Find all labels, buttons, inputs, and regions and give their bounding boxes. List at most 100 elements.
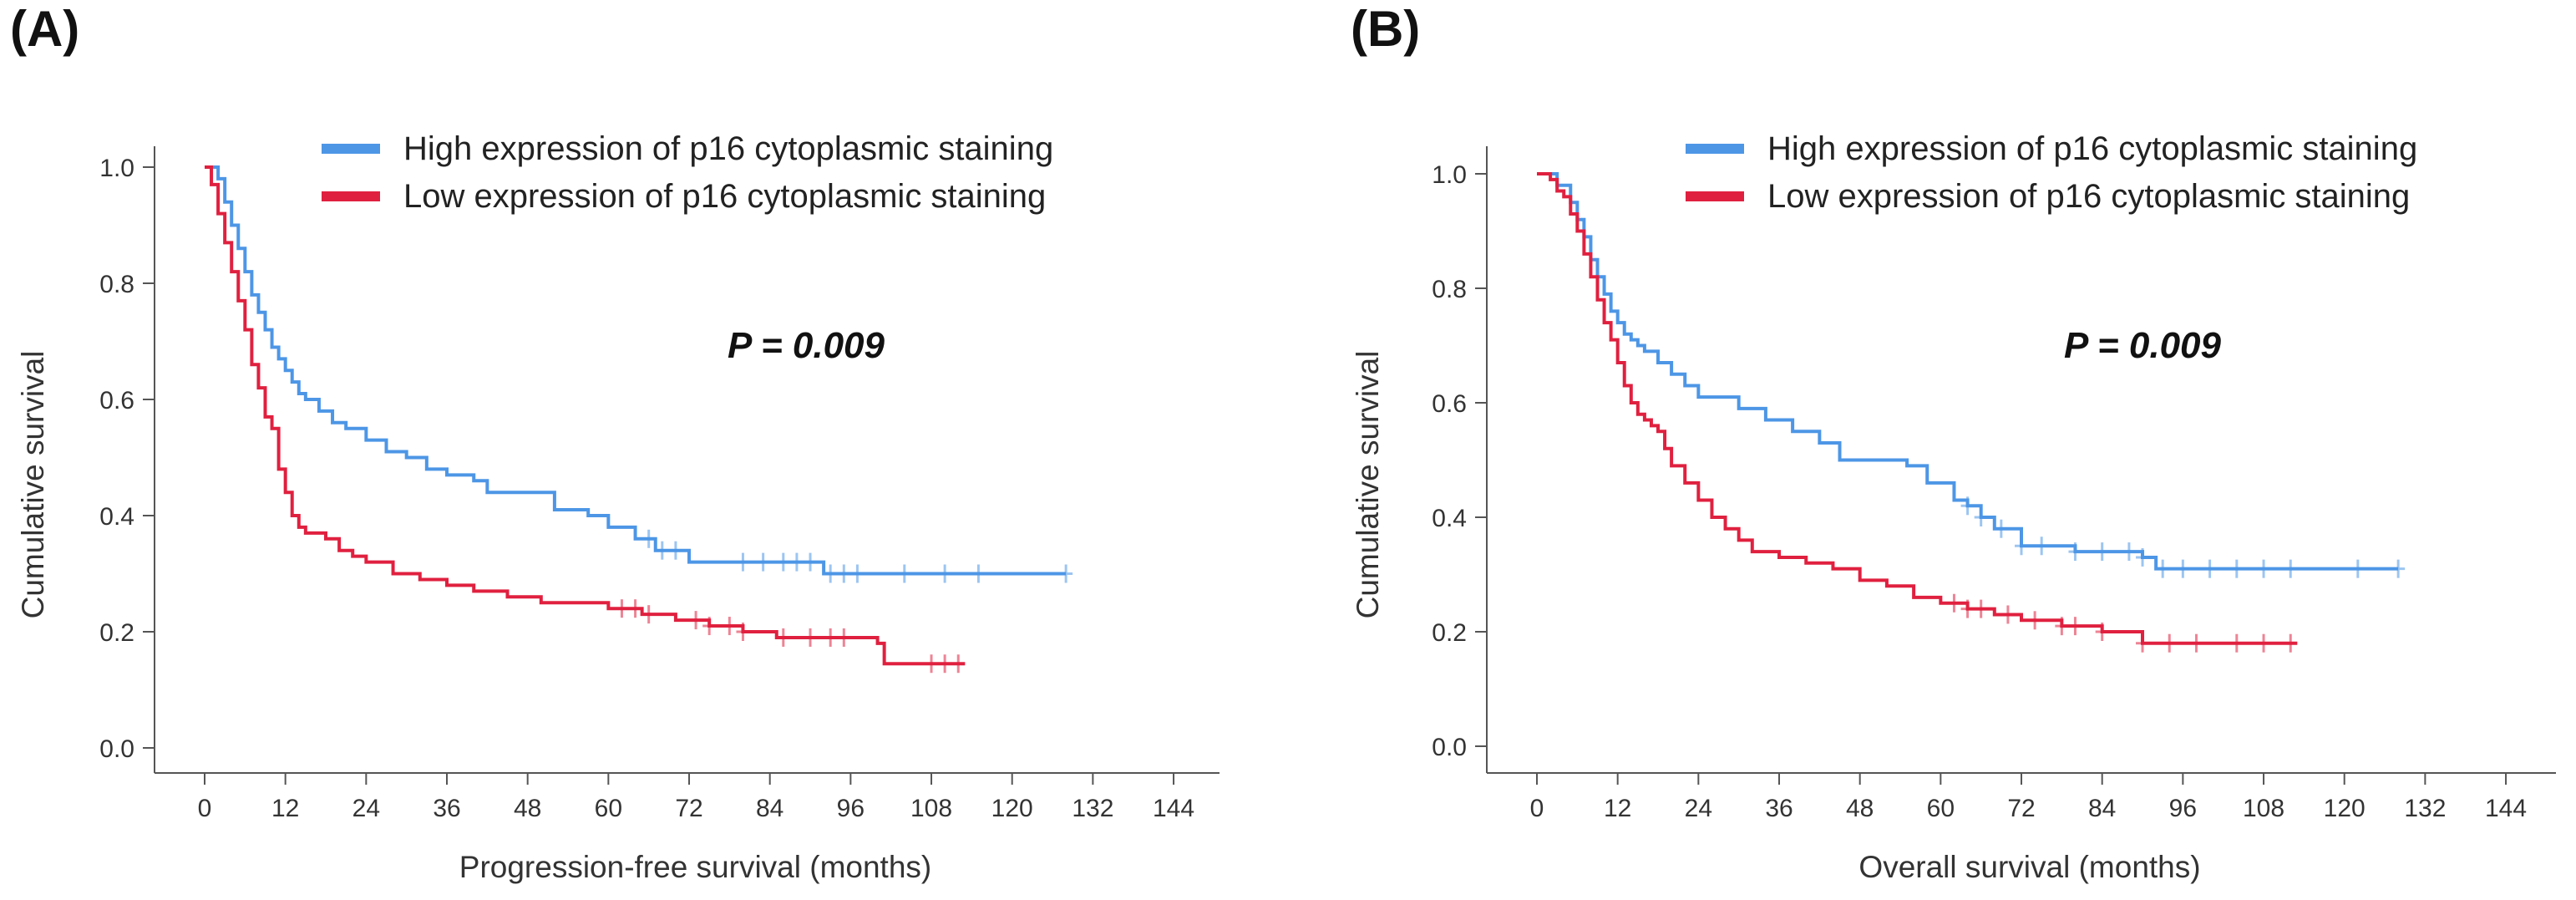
censor-mark (668, 541, 682, 560)
censor-mark (2203, 559, 2217, 578)
censor-mark (837, 564, 851, 583)
y-tick-label: 1.0 (1432, 161, 1467, 189)
censor-mark (641, 605, 656, 624)
y-tick-label: 0.0 (99, 735, 134, 763)
legend-swatch (1686, 144, 1744, 154)
censor-mark (2229, 633, 2244, 653)
legend-swatch (1686, 191, 1744, 201)
y-tick-label: 0.4 (1432, 505, 1467, 532)
x-tick-label: 48 (514, 795, 541, 822)
y-tick-label: 0.8 (1432, 276, 1467, 303)
series-high-curve (205, 165, 1067, 576)
x-axis-label: Overall survival (months) (1858, 850, 2200, 884)
censor-mark (2284, 559, 2298, 578)
x-tick-label: 12 (1604, 795, 1631, 822)
censor-mark (2068, 542, 2082, 562)
censor-mark (2257, 633, 2271, 653)
x-tick-label: 84 (756, 795, 783, 822)
censor-mark (2068, 617, 2082, 636)
x-axis-label: Progression-free survival (months) (459, 850, 931, 884)
legend-swatch (322, 191, 380, 201)
x-tick-label: 132 (2404, 795, 2446, 822)
x-tick-label: 0 (1530, 795, 1544, 822)
censor-mark (938, 654, 952, 674)
x-tick-label: 72 (675, 795, 702, 822)
censor-mark (1960, 496, 1975, 516)
censor-mark (951, 654, 966, 674)
x-tick-label: 36 (433, 795, 460, 822)
censor-mark (938, 564, 952, 583)
panel-b: 0.0 0.2 0.4 0.6 0.8 1.0 0 12 24 36 48 60 72 84 96 108 12… (1351, 130, 2556, 884)
x-tick-label: 96 (837, 795, 865, 822)
censor-mark (2257, 559, 2271, 578)
censor-mark (2035, 536, 2049, 556)
y-tick-label: 0.0 (1432, 734, 1467, 761)
censor-mark (925, 654, 939, 674)
censor-mark (689, 611, 703, 630)
censor-mark (2350, 559, 2365, 578)
censor-mark (789, 552, 804, 572)
censor-mark (2229, 559, 2244, 578)
censor-mark (1974, 599, 1988, 618)
x-tick-label: 120 (2324, 795, 2366, 822)
censor-mark (2189, 633, 2203, 653)
censor-mark (2156, 559, 2170, 578)
legend-label: Low expression of p16 cytoplasmic staini… (403, 178, 1046, 215)
censor-mark (736, 552, 750, 572)
y-tick-label: 0.8 (99, 271, 134, 298)
censor-mark (756, 552, 770, 572)
censor-mark (2136, 547, 2150, 567)
y-tick-label: 0.2 (99, 619, 134, 647)
censor-mark (804, 628, 818, 647)
censor-mark (2095, 623, 2109, 641)
censor-mark (702, 617, 717, 636)
x-tick-label: 144 (2485, 795, 2527, 822)
censor-mark (1059, 564, 1073, 583)
censor-mark (723, 617, 737, 636)
censor-mark (1947, 593, 1961, 613)
censor-mark (628, 599, 642, 618)
legend-swatch (322, 144, 380, 154)
censor-mark (641, 529, 656, 548)
x-tick-label: 132 (1072, 795, 1113, 822)
x-tick-label: 120 (991, 795, 1033, 822)
x-tick-label: 144 (1153, 795, 1194, 822)
series-high-curve (1537, 172, 2399, 571)
y-axis-label: Cumulative survival (16, 351, 50, 619)
p-value-annotation: P = 0.009 (2064, 325, 2221, 366)
censor-mark (850, 564, 865, 583)
censor-mark (2176, 559, 2190, 578)
x-tick-label: 72 (2007, 795, 2035, 822)
x-tick-label: 60 (595, 795, 622, 822)
x-tick-label: 24 (352, 795, 380, 822)
censor-mark (2028, 611, 2042, 630)
censor-mark (776, 552, 790, 572)
legend-label: Low expression of p16 cytoplasmic staini… (1767, 178, 2410, 215)
censor-mark (1960, 599, 1975, 618)
y-tick-label: 0.2 (1432, 619, 1467, 647)
x-tick-label: 96 (2169, 795, 2197, 822)
censor-mark (2055, 617, 2069, 636)
censor-mark (2122, 542, 2136, 562)
censor-mark (736, 623, 750, 641)
censor-mark (837, 628, 851, 647)
censor-mark (824, 628, 838, 647)
censor-mark (1994, 519, 2008, 538)
series-low-curve (205, 165, 966, 666)
censor-mark (2000, 605, 2015, 624)
censor-mark (2136, 633, 2150, 653)
censor-mark (804, 552, 818, 572)
panel-a: 0.0 0.2 0.4 0.6 0.8 1.0 0 12 24 36 48 60 72 84 96 108 12… (16, 130, 1220, 884)
censor-mark (776, 628, 790, 647)
legend-label: High expression of p16 cytoplasmic stain… (403, 130, 1053, 167)
censor-mark (615, 599, 629, 618)
y-tick-label: 1.0 (99, 155, 134, 182)
x-tick-label: 24 (1685, 795, 1712, 822)
panel-b-label: (B) (1351, 1, 1421, 57)
x-tick-label: 108 (2243, 795, 2284, 822)
y-tick-label: 0.4 (99, 503, 134, 531)
x-tick-label: 84 (2088, 795, 2116, 822)
x-tick-label: 12 (271, 795, 299, 822)
censor-mark (1974, 508, 1988, 526)
censor-mark (2095, 542, 2109, 562)
